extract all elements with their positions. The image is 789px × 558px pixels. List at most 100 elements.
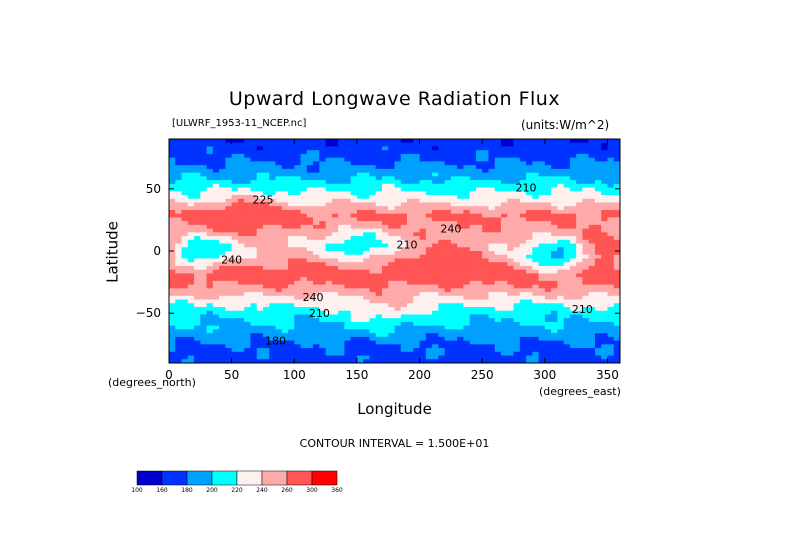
heatmap-cell [569,209,577,215]
heatmap-cell [594,251,602,256]
heatmap-cell [494,273,502,278]
heatmap-cell [494,288,502,293]
heatmap-cell [206,168,214,174]
heatmap-cell [181,187,189,192]
heatmap-cell [338,221,345,226]
heatmap-cell [526,336,533,342]
heatmap-cell [375,165,383,170]
heatmap-cell [363,344,371,349]
heatmap-cell [432,232,439,237]
heatmap-cell [338,187,345,192]
heatmap-cell [225,318,233,323]
heatmap-cell [463,284,471,289]
heatmap-cell [519,299,527,304]
heatmap-cell [551,243,558,248]
heatmap-cell [507,139,515,144]
heatmap-cell [463,262,471,267]
heatmap-cell [551,142,558,148]
heatmap-cell [538,236,546,241]
heatmap-cell [269,213,277,218]
heatmap-cell [262,292,270,297]
heatmap-cell [613,355,620,360]
heatmap-cell [388,314,396,319]
heatmap-cell [569,321,577,327]
heatmap-cell [187,202,195,207]
heatmap-cell [601,359,609,363]
heatmap-cell [538,161,546,166]
heatmap-cell [300,209,308,215]
heatmap-cell [313,269,320,274]
heatmap-cell [388,288,396,293]
heatmap-cell [563,303,571,308]
heatmap-cell [407,292,414,297]
heatmap-cell [250,236,258,241]
heatmap-cell [526,254,533,260]
heatmap-cell [187,224,195,230]
heatmap-cell [338,348,345,353]
heatmap-cell [363,224,371,230]
heatmap-cell [444,202,452,207]
heatmap-cell [444,157,452,162]
heatmap-cell [212,314,220,319]
heatmap-cell [350,288,358,293]
heatmap-cell [313,217,320,222]
heatmap-cell [375,299,383,304]
heatmap-cell [613,236,620,241]
heatmap-cell [569,172,577,177]
heatmap-cell [601,236,609,241]
x-tick-label: 100 [283,368,306,382]
heatmap-cell [369,284,377,289]
heatmap-cell [475,202,483,207]
heatmap-cell [306,247,314,252]
heatmap-cell [557,307,565,312]
heatmap-cell [582,292,590,297]
heatmap-cell [256,348,264,353]
heatmap-cell [482,187,490,192]
heatmap-cell [369,333,377,338]
heatmap-cell [313,221,320,226]
heatmap-cell [369,247,377,252]
heatmap-cell [607,310,615,316]
heatmap-cell [244,303,252,308]
heatmap-cell [269,254,277,260]
heatmap-cell [601,221,609,226]
heatmap-cell [513,157,521,162]
heatmap-cell [194,247,201,252]
heatmap-cell [532,142,540,148]
heatmap-cell [200,325,208,330]
heatmap-cell [444,187,452,192]
heatmap-cell [231,157,239,162]
heatmap-cell [444,325,452,330]
heatmap-cell [563,251,571,256]
heatmap-cell [425,161,433,166]
heatmap-cell [594,273,602,278]
heatmap-cell [325,153,333,159]
heatmap-cell [425,139,433,144]
heatmap-cell [169,277,176,282]
heatmap-cell [338,277,345,282]
heatmap-cell [425,146,433,151]
heatmap-cell [281,224,289,230]
heatmap-cell [413,247,421,252]
heatmap-cell [288,329,295,334]
heatmap-cell [588,329,596,334]
heatmap-cell [256,355,264,360]
heatmap-cell [569,251,577,256]
heatmap-cell [444,183,452,189]
heatmap-cell [275,239,283,245]
heatmap-cell [281,299,289,304]
heatmap-cell [407,221,414,226]
heatmap-cell [237,254,245,260]
heatmap-cell [175,157,183,162]
heatmap-cell [275,269,283,274]
heatmap-cell [275,280,283,286]
heatmap-cell [457,139,464,144]
heatmap-cell [175,161,183,166]
heatmap-cell [338,325,345,330]
heatmap-cell [613,251,620,256]
heatmap-cell [557,336,565,342]
heatmap-cell [363,247,371,252]
heatmap-cell [294,172,302,177]
heatmap-cell [482,318,490,323]
heatmap-cell [219,202,226,207]
